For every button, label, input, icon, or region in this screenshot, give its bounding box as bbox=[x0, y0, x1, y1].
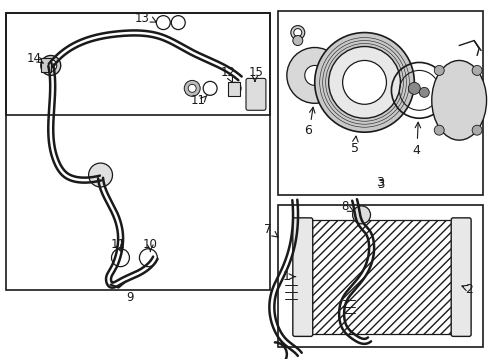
Circle shape bbox=[292, 36, 302, 45]
Bar bbox=[277, 205, 482, 347]
Text: 11: 11 bbox=[111, 238, 126, 251]
Text: 14: 14 bbox=[26, 52, 41, 65]
Circle shape bbox=[419, 87, 428, 97]
Text: 3: 3 bbox=[376, 176, 384, 189]
Circle shape bbox=[184, 80, 200, 96]
Text: 1: 1 bbox=[283, 270, 290, 283]
Text: 5: 5 bbox=[350, 141, 358, 155]
Text: 11: 11 bbox=[190, 94, 205, 107]
Bar bbox=[309, 220, 453, 334]
Ellipse shape bbox=[431, 60, 486, 140]
Text: 10: 10 bbox=[142, 238, 158, 251]
Circle shape bbox=[188, 84, 196, 92]
Circle shape bbox=[41, 55, 61, 75]
Text: 15: 15 bbox=[248, 66, 263, 79]
Text: 3: 3 bbox=[376, 179, 384, 192]
Bar bbox=[277, 11, 482, 195]
Bar bbox=[6, 13, 269, 115]
Text: 2: 2 bbox=[464, 283, 472, 296]
Circle shape bbox=[290, 26, 304, 40]
FancyBboxPatch shape bbox=[292, 218, 312, 336]
Circle shape bbox=[45, 59, 57, 71]
Text: 12: 12 bbox=[220, 66, 235, 79]
Circle shape bbox=[293, 28, 301, 37]
Circle shape bbox=[286, 48, 342, 103]
Circle shape bbox=[48, 62, 54, 68]
Circle shape bbox=[328, 46, 400, 118]
Text: 8: 8 bbox=[340, 201, 347, 213]
Circle shape bbox=[342, 60, 386, 104]
FancyBboxPatch shape bbox=[450, 218, 470, 336]
Text: 7: 7 bbox=[264, 223, 271, 236]
Text: 6: 6 bbox=[303, 124, 311, 137]
Circle shape bbox=[352, 206, 370, 224]
Text: 9: 9 bbox=[126, 291, 134, 304]
Circle shape bbox=[433, 125, 443, 135]
Circle shape bbox=[314, 32, 413, 132]
Bar bbox=[41, 58, 51, 72]
Circle shape bbox=[471, 66, 481, 75]
Bar bbox=[6, 13, 269, 289]
FancyBboxPatch shape bbox=[245, 78, 265, 110]
Circle shape bbox=[88, 163, 112, 187]
Circle shape bbox=[407, 82, 420, 94]
Circle shape bbox=[304, 66, 324, 85]
Text: 4: 4 bbox=[411, 144, 419, 157]
Text: 13: 13 bbox=[135, 12, 149, 25]
Circle shape bbox=[433, 66, 443, 75]
Circle shape bbox=[471, 125, 481, 135]
Bar bbox=[227, 82, 240, 96]
